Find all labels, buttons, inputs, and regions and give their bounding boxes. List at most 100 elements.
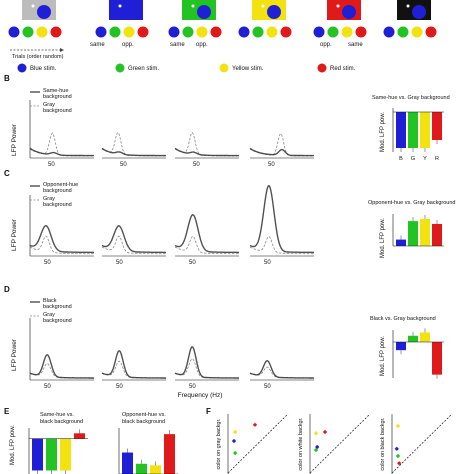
stim-disk	[197, 5, 211, 19]
trials-arrowhead	[60, 48, 64, 52]
stim-circle-red	[210, 26, 222, 38]
panelF-ylabel: color on white backgr.	[298, 417, 304, 471]
stim-circle-blue	[95, 26, 107, 38]
stim-disk	[124, 5, 138, 19]
stim-circle-green	[22, 26, 34, 38]
stim-circle-red	[355, 26, 367, 38]
legend-marker-green	[115, 63, 125, 73]
panel-B-letter: B	[4, 74, 10, 83]
stim-circle-green	[252, 26, 264, 38]
stim-circle-yellow	[123, 26, 135, 38]
bar-B-bar-B	[396, 112, 406, 148]
bar-E1-bar-R	[74, 433, 85, 439]
panelC-spectrum-0-bg-trace	[29, 224, 94, 254]
stim-circle-blue	[313, 26, 325, 38]
stim-disk	[267, 5, 281, 19]
bar-E1-bar-B	[32, 438, 43, 471]
legend-marker-yellow	[219, 63, 229, 73]
bar-E2-bar-R	[164, 434, 175, 474]
stim-disk	[412, 5, 426, 19]
panelB-xtick: 50	[268, 162, 275, 168]
panelC-legend-solid-2: background	[43, 188, 72, 194]
panelF-point-red	[397, 461, 401, 465]
fixation-dot	[118, 4, 122, 8]
stim-circle-red	[280, 26, 292, 38]
stim-circle-red	[137, 26, 149, 38]
panelC-spectrum-2-bg-trace	[174, 214, 239, 254]
panelB-xtick: 50	[193, 162, 200, 168]
bar-C-bar-B	[396, 239, 406, 246]
fixation-dot	[406, 4, 410, 8]
stim-circle-red	[50, 26, 62, 38]
panelD-ylabel: LFP Power	[11, 338, 18, 371]
bar-B-bar-G	[408, 112, 418, 148]
panelD-xtick: 50	[44, 384, 51, 390]
panelF-point-yellow	[314, 431, 318, 435]
stim-circle-yellow	[341, 26, 353, 38]
legend-label: Green stim.	[128, 66, 159, 72]
panelD-bar-ylabel: Mod. LFP pow.	[380, 336, 386, 376]
bar-E1-bar-Y	[60, 438, 71, 471]
panelE-title1-b: black background	[40, 419, 83, 425]
panelC-ylabel: LFP Power	[11, 218, 18, 251]
bar-C-bar-R	[432, 223, 442, 246]
panelF-point-green	[396, 454, 400, 458]
panelD-xtick: 50	[189, 384, 196, 390]
panelD-legend-dash-2: background	[43, 318, 72, 324]
panelE-title2-a: Opponent-hue vs.	[122, 412, 166, 418]
stim-circle-green	[109, 26, 121, 38]
panelA-label: same	[170, 42, 185, 48]
panelF-ylabel: color on black backgr.	[380, 417, 386, 471]
panelE-ylabel: Mod. LFP pow.	[10, 425, 16, 465]
bar-B-xtick: R	[435, 156, 439, 162]
bar-D-bar-B	[396, 342, 406, 351]
panelF-unity-line	[227, 413, 289, 474]
panelB-spectrum-1-bg-trace	[101, 147, 166, 157]
panelF-unity-line	[391, 413, 453, 474]
panelC-bar-title: Opponent-hue vs. Gray background	[368, 200, 455, 206]
stim-circle-green	[327, 26, 339, 38]
bar-B-xtick: B	[399, 156, 403, 162]
panelF-ylabel: color on gray backgr.	[216, 418, 222, 470]
panelA-label: same	[348, 42, 363, 48]
stim-circle-blue	[168, 26, 180, 38]
panelC-spectrum-1-gray-trace	[101, 235, 166, 255]
panelF-point-green	[233, 451, 237, 455]
panelB-legend-solid-2: background	[43, 94, 72, 100]
panelF-point-blue	[315, 445, 319, 449]
stim-circle-yellow	[411, 26, 423, 38]
panelC-legend-dash-1: Gray	[43, 196, 55, 202]
panelC-spectrum-1-bg-trace	[101, 225, 166, 254]
panelD-spectrum-0-bg-trace	[29, 354, 94, 379]
panelA-label: same	[90, 42, 105, 48]
panelB-bar-title: Same-hue vs. Gray background	[372, 95, 450, 101]
panelC-spectrum-2-gray-trace	[174, 235, 239, 255]
panelC-legend-solid-1: Opponent-hue	[43, 182, 78, 188]
panelC-spectrum-3-gray-trace	[249, 236, 314, 255]
panelD-spectrum-1-bg-trace	[101, 350, 166, 379]
panelC-xtick: 50	[264, 260, 271, 266]
bar-B-bar-Y	[420, 112, 430, 148]
panelF-unity-line	[309, 413, 371, 474]
stim-circle-green	[397, 26, 409, 38]
bar-E1-bar-G	[46, 438, 57, 471]
panelD-legend-dash-1: Gray	[43, 312, 55, 318]
bar-B-xtick: Y	[423, 156, 427, 162]
panelA-label: opp.	[196, 42, 208, 48]
stim-circle-green	[182, 26, 194, 38]
panelD-legend-solid-2: background	[43, 304, 72, 310]
panelD-spectrum-2-bg-trace	[174, 346, 239, 379]
panelC-xtick: 50	[189, 260, 196, 266]
panelB-bar-ylabel: Mod. LFP pow.	[380, 112, 386, 152]
fixation-dot	[336, 4, 340, 8]
panelB-xtick: 50	[120, 162, 127, 168]
legend-label: Blue stim.	[30, 66, 57, 72]
trials-label: Trials (order random)	[12, 54, 64, 60]
panel-C-letter: C	[4, 169, 10, 178]
bar-C-bar-G	[408, 221, 418, 246]
legend-label: Yellow stim.	[232, 66, 264, 72]
stim-disk	[342, 5, 356, 19]
panelA-label: opp.	[122, 42, 134, 48]
panelD-xtick: 50	[116, 384, 123, 390]
